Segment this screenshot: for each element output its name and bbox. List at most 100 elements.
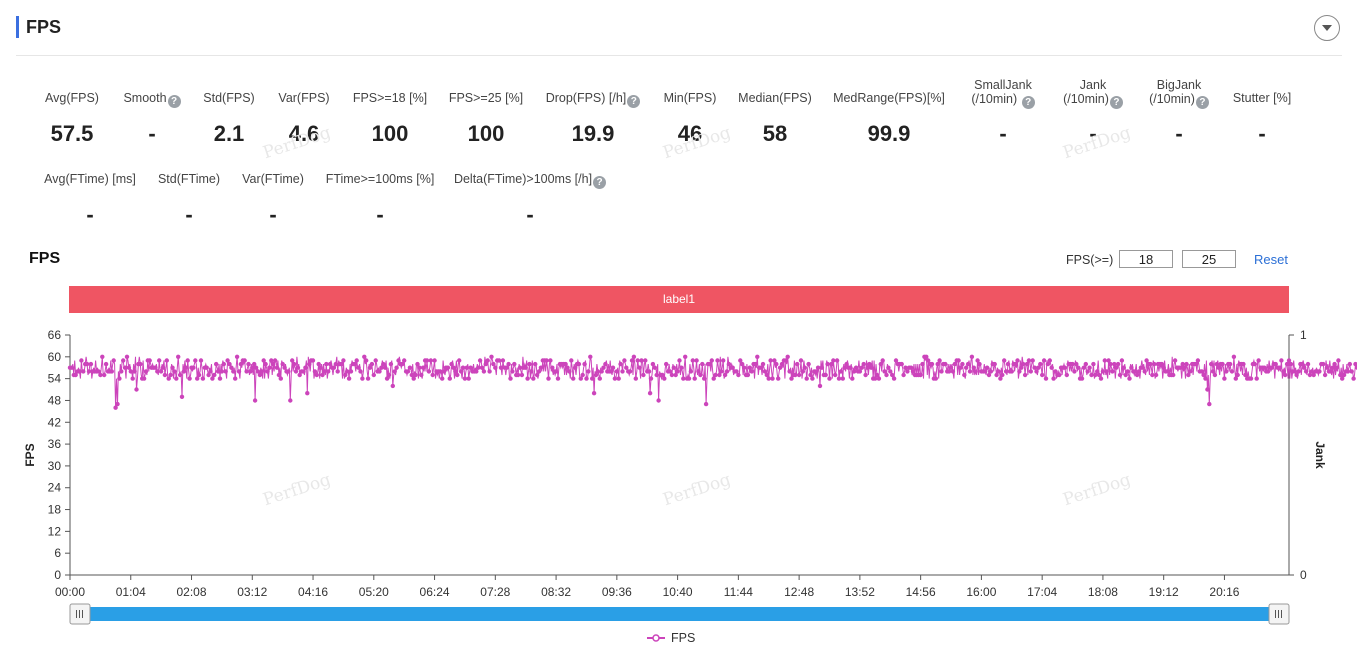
fps-data-point (252, 361, 257, 367)
fps-data-point (859, 365, 864, 370)
fps-data-point (546, 376, 551, 381)
fps-data-point (1076, 365, 1081, 370)
label-band[interactable]: label1 (69, 286, 1289, 313)
fps-data-point (508, 376, 513, 381)
fps-data-point (88, 361, 94, 367)
collapse-button[interactable] (1314, 15, 1340, 41)
fps-data-point (1017, 369, 1022, 374)
fps-data-point (267, 365, 272, 370)
fps-data-point (1045, 361, 1051, 367)
fps-data-point (1235, 372, 1240, 378)
fps-data-point (779, 361, 785, 367)
fps-data-point (1047, 358, 1053, 363)
fps-data-point (291, 361, 297, 367)
fps-data-point (282, 365, 287, 370)
fps-data-point (764, 372, 769, 378)
fps-data-point (1072, 369, 1077, 374)
fps-data-point (629, 358, 635, 363)
help-icon[interactable]: ? (1195, 96, 1209, 109)
help-icon[interactable]: ? (167, 95, 181, 108)
fps-data-point (679, 365, 684, 370)
fps-data-point (1180, 361, 1185, 367)
fps-data-point (768, 358, 773, 363)
fps-data-point (440, 376, 445, 381)
fps-data-point (438, 369, 443, 374)
stat-label: Avg(FPS) (45, 91, 99, 105)
fps-data-point (181, 369, 187, 374)
fps-data-point (1178, 365, 1184, 370)
fps-data-point (810, 376, 815, 381)
fps-data-point (730, 365, 735, 370)
fps-threshold-input-1[interactable] (1119, 250, 1173, 268)
fps-data-point (975, 358, 980, 363)
fps-data-point (1334, 365, 1339, 370)
stat-value: - (1175, 121, 1183, 146)
fps-data-point (669, 372, 675, 378)
fps-data-point (303, 365, 308, 370)
reset-link[interactable]: Reset (1254, 252, 1288, 267)
fps-data-point (584, 376, 589, 381)
help-icon[interactable]: ? (1021, 96, 1035, 109)
fps-data-point (1256, 358, 1261, 363)
fps-data-point (1216, 365, 1221, 370)
stat-label: Median(FPS) (738, 91, 812, 105)
fps-data-point (952, 361, 957, 367)
fps-data-point (597, 376, 602, 381)
fps-data-point (814, 369, 819, 374)
fps-data-point (565, 365, 570, 370)
y-tick-label: 18 (48, 503, 62, 517)
x-tick-label: 01:04 (116, 585, 146, 599)
fps-data-point (1108, 361, 1113, 367)
x-tick-label: 19:12 (1149, 585, 1179, 599)
fps-data-point (271, 361, 276, 367)
stat-big-jank: BigJank (/10min)? - (1142, 78, 1216, 151)
fps-data-point (1353, 361, 1357, 367)
fps-data-point (476, 365, 481, 370)
fps-data-point (1049, 365, 1054, 370)
fps-data-point (880, 358, 885, 363)
fps-data-point (601, 365, 606, 370)
fps-data-point (96, 369, 101, 374)
fps-data-point (367, 365, 373, 370)
legend[interactable]: FPS (647, 631, 695, 645)
fps-data-point (527, 361, 532, 367)
help-icon[interactable]: ? (627, 95, 641, 108)
fps-data-point (1150, 372, 1155, 378)
stat-avg-ftime: Avg(FTime) [ms] - (40, 172, 140, 232)
x-tick-label: 20:16 (1209, 585, 1239, 599)
fps-data-point (827, 376, 832, 381)
fps-data-point (929, 361, 935, 367)
stat-label: FTime>=100ms [%] (325, 172, 435, 186)
stat-value: - (526, 202, 534, 227)
fps-data-point (396, 358, 401, 363)
fps-data-point (603, 361, 608, 367)
fps-data-point (493, 365, 498, 370)
fps-data-point (102, 372, 107, 378)
fps-data-point (479, 365, 485, 370)
fps-data-point (650, 361, 656, 367)
x-tick-label: 14:56 (906, 585, 936, 599)
fps-data-point (624, 365, 629, 370)
fps-data-point (185, 358, 190, 363)
fps-data-point (1292, 369, 1297, 374)
fps-threshold-label: FPS(>=) (1066, 253, 1114, 267)
fps-data-point (774, 361, 779, 367)
fps-data-point (407, 365, 413, 370)
fps-data-point (1022, 372, 1028, 378)
fps-threshold-input-2[interactable] (1182, 250, 1236, 268)
fps-data-point (111, 358, 116, 363)
fps-data-point (683, 354, 688, 359)
fps-data-point (447, 376, 452, 381)
fps-data-point (741, 365, 747, 370)
fps-data-point (1203, 376, 1208, 381)
fps-chart[interactable]: 0 6 12 18 24 30 36 42 48 54 60 66 0 1 FPS Jank 00:00 01:0… (0, 320, 1357, 630)
fps-data-point (1345, 369, 1351, 374)
fps-data-point (884, 372, 889, 378)
fps-data-point (1171, 372, 1176, 378)
y-tick-label: 54 (48, 372, 62, 386)
help-icon[interactable]: ? (1109, 96, 1123, 109)
help-icon[interactable]: ? (593, 176, 607, 189)
fps-data-point (1351, 376, 1356, 381)
fps-data-point (1265, 369, 1271, 374)
fps-data-point (1243, 372, 1248, 378)
